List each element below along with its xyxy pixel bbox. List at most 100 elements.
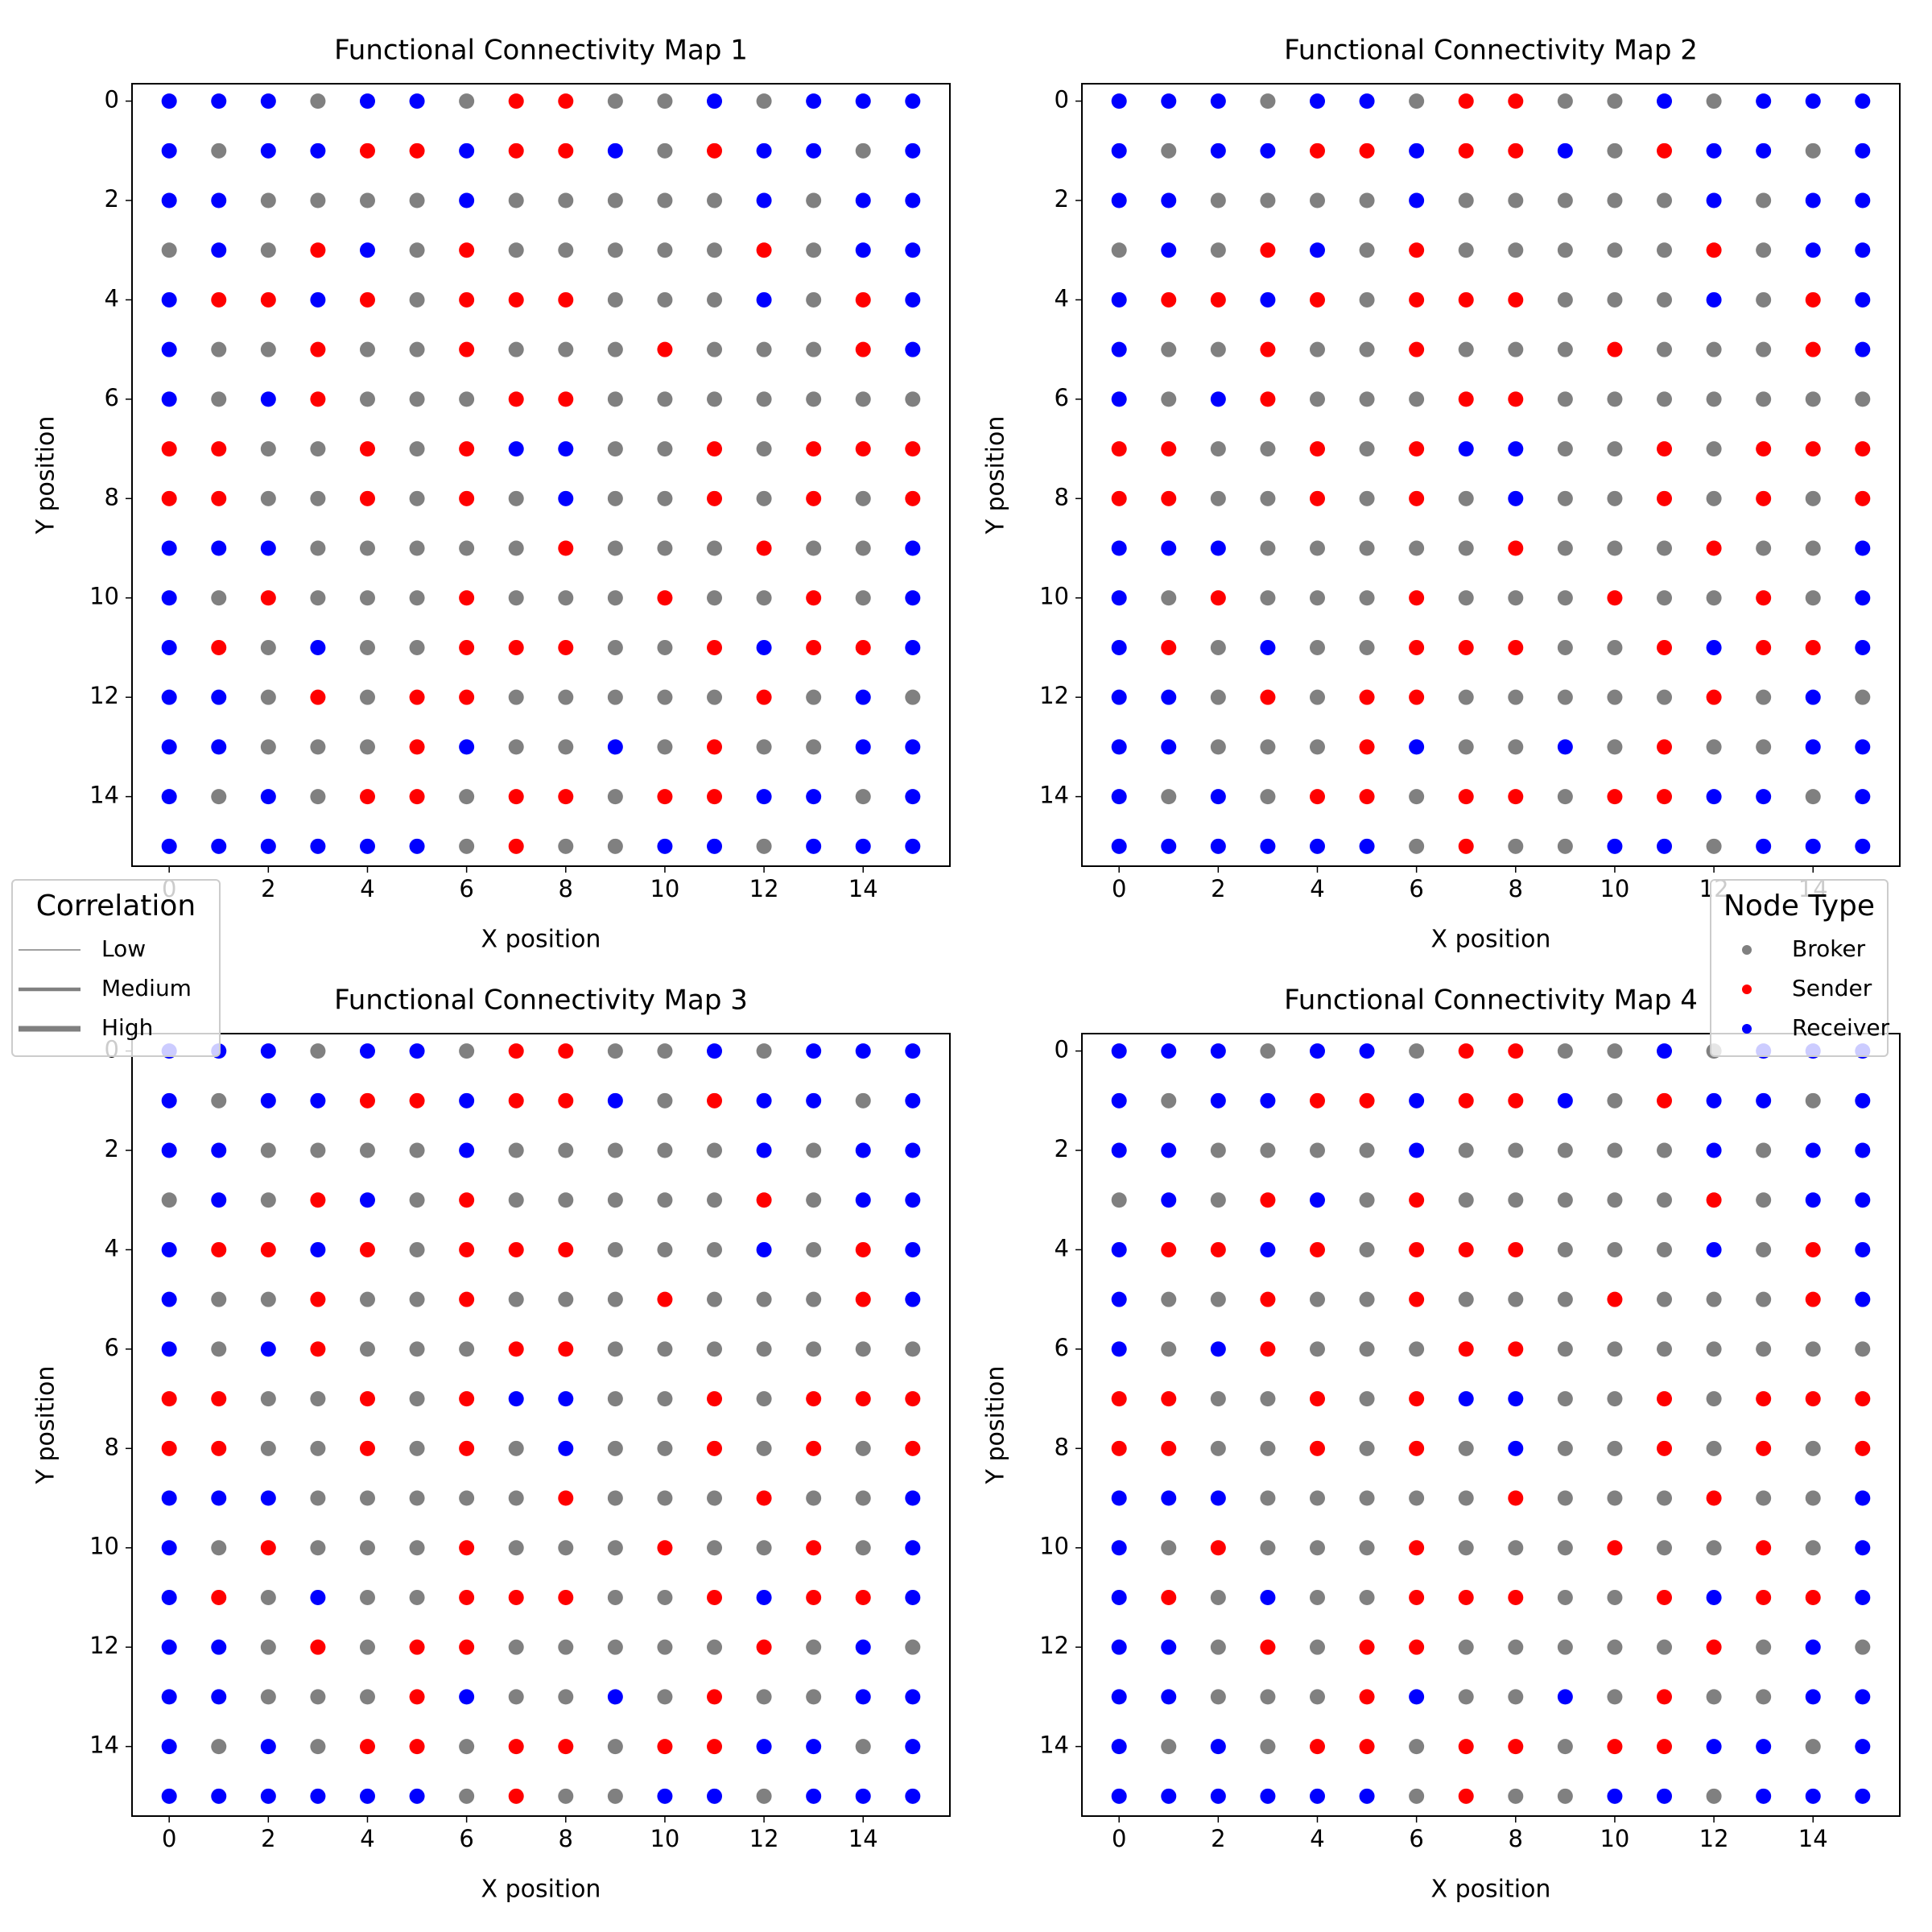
node	[409, 1739, 425, 1755]
node	[211, 192, 227, 208]
node	[1409, 639, 1425, 655]
node	[607, 1540, 623, 1556]
node-legend: Node Type Broker Sender Receiver	[1710, 879, 1890, 1057]
node	[409, 1192, 425, 1208]
node	[260, 291, 276, 308]
node	[1458, 1540, 1474, 1556]
node	[508, 1490, 524, 1506]
node	[1309, 540, 1325, 556]
node	[558, 391, 574, 407]
node	[1409, 1192, 1425, 1208]
node	[359, 1440, 375, 1456]
node	[707, 1739, 723, 1755]
node	[409, 93, 425, 109]
node	[1309, 441, 1325, 457]
node	[1260, 1092, 1276, 1108]
node	[607, 838, 623, 854]
node	[855, 341, 871, 357]
node	[1111, 1540, 1127, 1556]
node	[756, 1440, 772, 1456]
node	[1508, 490, 1524, 506]
node	[1260, 441, 1276, 457]
node	[459, 341, 475, 357]
node	[459, 1739, 475, 1755]
node	[707, 291, 723, 308]
x-tick-label: 8	[559, 1825, 573, 1852]
node	[1607, 1241, 1623, 1257]
node	[1607, 490, 1623, 506]
node	[707, 590, 723, 606]
node	[1260, 1788, 1276, 1804]
node	[260, 1589, 276, 1605]
node	[806, 1341, 822, 1357]
node	[260, 490, 276, 506]
node	[1607, 1639, 1623, 1655]
node	[1706, 1391, 1722, 1407]
legend-marker	[1742, 1024, 1752, 1034]
node	[1855, 739, 1871, 755]
x-tick-label: 4	[360, 1825, 374, 1852]
node	[459, 142, 475, 159]
node	[1706, 441, 1722, 457]
x-tick-label: 14	[1798, 1825, 1828, 1852]
node	[508, 93, 524, 109]
node	[1657, 1341, 1673, 1357]
legend-box	[1710, 879, 1889, 1057]
node	[806, 838, 822, 854]
legend-label: Broker	[1792, 935, 1866, 962]
node	[1260, 1689, 1276, 1705]
node	[756, 1689, 772, 1705]
node	[1855, 291, 1871, 308]
node	[1161, 1241, 1177, 1257]
node	[1657, 739, 1673, 755]
node	[1706, 1241, 1722, 1257]
node	[1161, 1540, 1177, 1556]
node	[260, 93, 276, 109]
node	[459, 789, 475, 805]
node	[1359, 1341, 1375, 1357]
node	[409, 1639, 425, 1655]
node	[1657, 1689, 1673, 1705]
x-axis-label: X position	[1431, 1876, 1551, 1904]
x-tick-label: 2	[261, 875, 275, 902]
node	[1359, 1291, 1375, 1307]
node	[1409, 93, 1425, 109]
node	[1260, 291, 1276, 308]
node	[1805, 93, 1821, 109]
node	[508, 1341, 524, 1357]
node	[1805, 490, 1821, 506]
node	[1657, 1142, 1673, 1158]
node	[1409, 1391, 1425, 1407]
node	[1409, 1440, 1425, 1456]
node	[161, 590, 177, 606]
node	[459, 1092, 475, 1108]
node	[260, 441, 276, 457]
node	[211, 1490, 227, 1506]
node	[657, 540, 673, 556]
node	[1409, 242, 1425, 258]
x-tick-label: 6	[1409, 875, 1423, 902]
node	[756, 689, 772, 705]
node	[806, 1092, 822, 1108]
node	[1855, 689, 1871, 705]
node	[508, 142, 524, 159]
node	[1210, 490, 1226, 506]
node	[1607, 1739, 1623, 1755]
node	[161, 1291, 177, 1307]
node	[409, 142, 425, 159]
node	[359, 490, 375, 506]
node	[508, 689, 524, 705]
node	[806, 1291, 822, 1307]
node	[409, 1391, 425, 1407]
node	[756, 242, 772, 258]
node	[260, 1142, 276, 1158]
node	[1657, 1241, 1673, 1257]
node	[1458, 789, 1474, 805]
node	[707, 441, 723, 457]
y-tick-label: 8	[105, 1433, 119, 1460]
node	[1557, 142, 1573, 159]
node	[1210, 242, 1226, 258]
node	[1260, 1589, 1276, 1605]
x-tick-label: 6	[459, 1825, 473, 1852]
node	[1359, 142, 1375, 159]
